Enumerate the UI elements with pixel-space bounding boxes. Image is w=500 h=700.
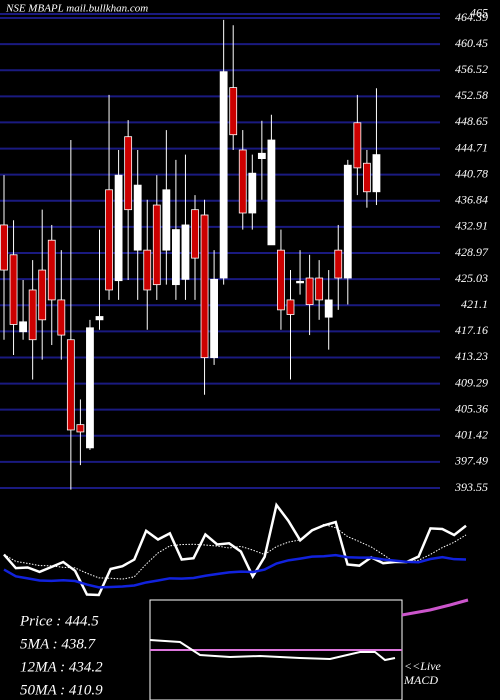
candle-body: [324, 299, 333, 318]
candle-body: [152, 204, 161, 286]
info-label: Price : 444.5: [19, 613, 99, 629]
candle-body: [277, 249, 285, 311]
y-tick-label: 417.16: [455, 323, 488, 337]
candle-body: [372, 154, 381, 193]
chart-title: NSE MBAPL mail.bullkhan.com: [5, 3, 148, 15]
y-tick-label: 436.84: [455, 193, 488, 207]
info-label: 50MA : 410.9: [20, 682, 103, 698]
candle-body: [210, 278, 219, 359]
candle-body: [76, 424, 85, 433]
y-tick-label: 465: [470, 6, 488, 20]
y-tick-label: 432.91: [455, 219, 488, 233]
candle-body: [191, 209, 199, 259]
candle-body: [47, 239, 56, 301]
y-tick-label: 397.49: [454, 454, 488, 468]
candle-body: [19, 321, 28, 333]
candle-body: [267, 139, 276, 246]
y-tick-label: 428.97: [455, 245, 489, 259]
y-tick-label: 452.58: [455, 88, 488, 102]
candle-body: [57, 299, 66, 336]
y-tick-label: 421.1: [461, 297, 488, 311]
candle-body: [86, 327, 94, 449]
candle-body: [343, 164, 352, 279]
y-tick-label: 393.55: [454, 480, 488, 494]
candle-body: [171, 229, 180, 286]
info-label: 12MA : 434.2: [20, 659, 103, 675]
candle-body: [9, 254, 18, 325]
candle-body: [143, 249, 152, 291]
y-tick-label: 444.71: [455, 140, 488, 154]
macd-line: [149, 639, 396, 662]
candle-body: [114, 174, 123, 282]
info-label: 5MA : 438.7: [20, 636, 97, 652]
macd-trail: [401, 598, 469, 617]
ma-long: [3, 553, 467, 589]
candle-body: [95, 316, 104, 321]
live-label: <<Live: [404, 659, 442, 673]
y-tick-label: 464.39: [455, 10, 488, 24]
y-tick-label: 448.65: [455, 114, 488, 128]
candle-body: [286, 299, 295, 315]
y-tick-label: 460.45: [455, 36, 488, 50]
candle-body: [238, 149, 247, 214]
y-tick-label: 413.23: [455, 349, 488, 363]
candle-body: [334, 249, 343, 279]
candle-body: [296, 280, 304, 284]
candle-body: [219, 71, 228, 279]
candle-body: [229, 87, 238, 136]
y-tick-label: 425.03: [455, 271, 488, 285]
candle-body: [200, 214, 209, 359]
candle-body: [124, 136, 133, 211]
candle-body: [248, 172, 257, 214]
candle-body: [257, 152, 266, 159]
y-tick-label: 401.42: [455, 428, 488, 442]
candle-body: [305, 277, 314, 305]
candle-body: [315, 277, 324, 301]
ma-short: [3, 523, 467, 580]
candle-body: [38, 269, 47, 321]
y-tick-label: 456.52: [455, 62, 488, 76]
y-tick-label: 409.29: [455, 375, 488, 389]
candle-body: [133, 184, 142, 251]
candle-body: [105, 189, 113, 291]
candle-body: [28, 289, 37, 341]
y-tick-label: 405.36: [455, 401, 488, 415]
candle-body: [162, 189, 171, 251]
candle-body: [181, 224, 190, 280]
candle-body: [0, 224, 8, 271]
candle-body: [353, 122, 362, 169]
live-label: MACD: [403, 673, 438, 687]
candle-body: [362, 162, 371, 193]
y-tick-label: 440.78: [455, 166, 488, 180]
candle-body: [66, 339, 75, 431]
